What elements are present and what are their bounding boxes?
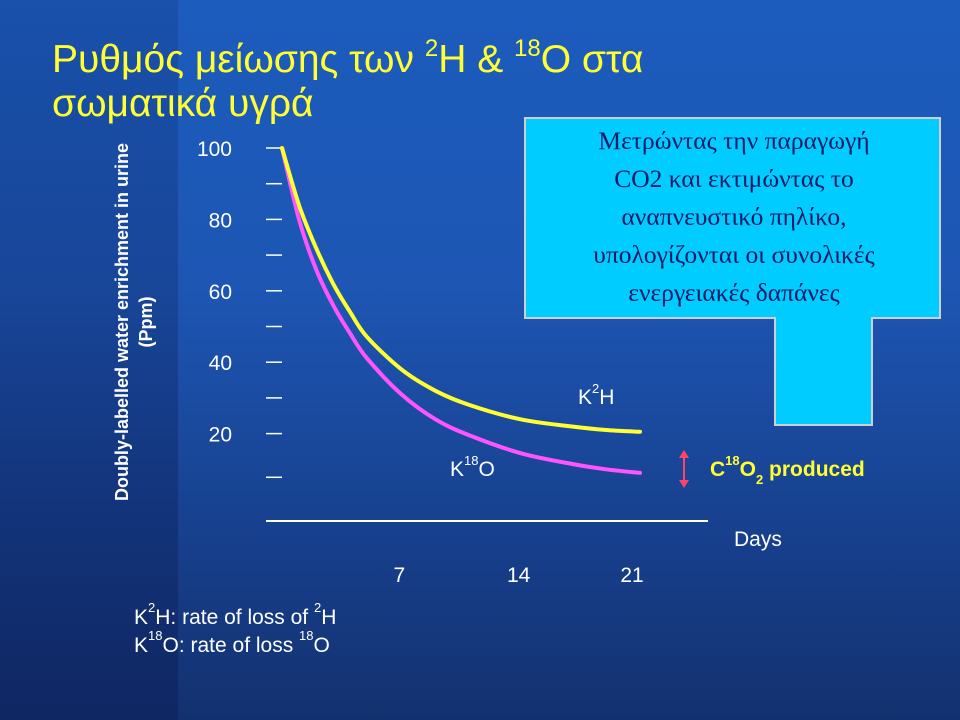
- series-layer: [280, 146, 642, 475]
- axis-layer: 20 40 60 80 100 7 14 21: [197, 138, 708, 587]
- callout-line-1: Μετρώντας την παραγωγή: [598, 126, 870, 155]
- title-sup2: 18: [514, 35, 541, 62]
- x-tick-label: 7: [393, 564, 405, 587]
- title-part1: Ρυθμός μείωσης των: [52, 38, 425, 81]
- callout-line-5: ενεργειακές δαπάνες: [628, 278, 840, 307]
- callout-layer: [524, 117, 941, 426]
- legend-row-k2h: K2H: rate of loss of 2H: [134, 601, 337, 632]
- gap-arrow-head-bottom: [679, 480, 689, 488]
- x-tick-label: 14: [507, 564, 531, 587]
- series-line-k18o: [280, 146, 642, 475]
- callout-text: Μετρώντας την παραγωγή CO2 και εκτιμώντα…: [530, 122, 938, 312]
- legend-k2h-sup2: 2: [313, 600, 322, 615]
- k18o-label-o: O: [478, 458, 495, 481]
- k18o-label-sup: 18: [464, 453, 479, 468]
- k2h-label-sup: 2: [592, 381, 600, 396]
- c18o2-label-sub: 2: [755, 472, 764, 488]
- y-tick-label: 20: [209, 424, 232, 447]
- c18o2-produced-label: C18O2 produced: [710, 454, 865, 486]
- c18o2-label-produced: produced: [763, 458, 865, 481]
- x-tick-label: 21: [620, 564, 643, 587]
- k2h-label: K2H: [578, 382, 615, 410]
- callout-box: [524, 117, 941, 426]
- y-tick-label: 100: [197, 138, 232, 161]
- legend-k18o-sup1: 18: [148, 628, 163, 643]
- k18o-label: K18O: [450, 454, 495, 482]
- c18o2-label-c: C: [710, 458, 726, 481]
- k18o-label-k: K: [450, 458, 465, 481]
- k2h-label-h: H: [599, 386, 615, 409]
- series-line-k2h: [280, 146, 642, 434]
- legend-k18o-o: O: [313, 634, 330, 657]
- legend-k2h-sup1: 2: [148, 600, 156, 615]
- slide-title: Ρυθμός μείωσης των 2Η & 18Ο στα σωματικά …: [52, 35, 644, 126]
- annotation-layer: [679, 450, 689, 488]
- legend-k18o-sup2: 18: [299, 628, 314, 643]
- legend-k18o-text: O: rate of loss: [162, 634, 300, 657]
- c18o2-label-sup: 18: [725, 453, 740, 468]
- title-part2: Η &: [438, 38, 515, 81]
- title-part3: Ο στα: [540, 38, 644, 81]
- x-axis-title: Days: [734, 528, 782, 551]
- gap-arrow-head-top: [679, 450, 689, 458]
- y-tick-label: 60: [209, 281, 232, 304]
- callout-line-3: αναπνευστικό πηλίκο,: [621, 202, 847, 231]
- legend-k2h-h: H: [321, 606, 337, 629]
- c18o2-label-o: O: [739, 458, 756, 481]
- legend: K2H: rate of loss of 2H K18O: rate of lo…: [134, 601, 337, 660]
- callout-line-4: υπολογίζονται οι συνολικές: [593, 240, 875, 269]
- y-tick-label: 80: [209, 209, 232, 232]
- left-band: [0, 0, 178, 720]
- y-tick-label: 40: [209, 352, 232, 375]
- legend-k2h-text: H: rate of loss of: [155, 606, 314, 629]
- legend-row-k18o: K18O: rate of loss 18O: [134, 629, 336, 660]
- legend-k18o-k: K: [134, 634, 149, 657]
- k2h-label-k: K: [578, 386, 593, 409]
- callout-line-2: CO2 και εκτιμώντας το: [614, 164, 854, 193]
- title-line2: σωματικά υγρά: [52, 82, 314, 125]
- legend-k2h-k: K: [134, 606, 149, 629]
- title-sup1: 2: [424, 35, 439, 62]
